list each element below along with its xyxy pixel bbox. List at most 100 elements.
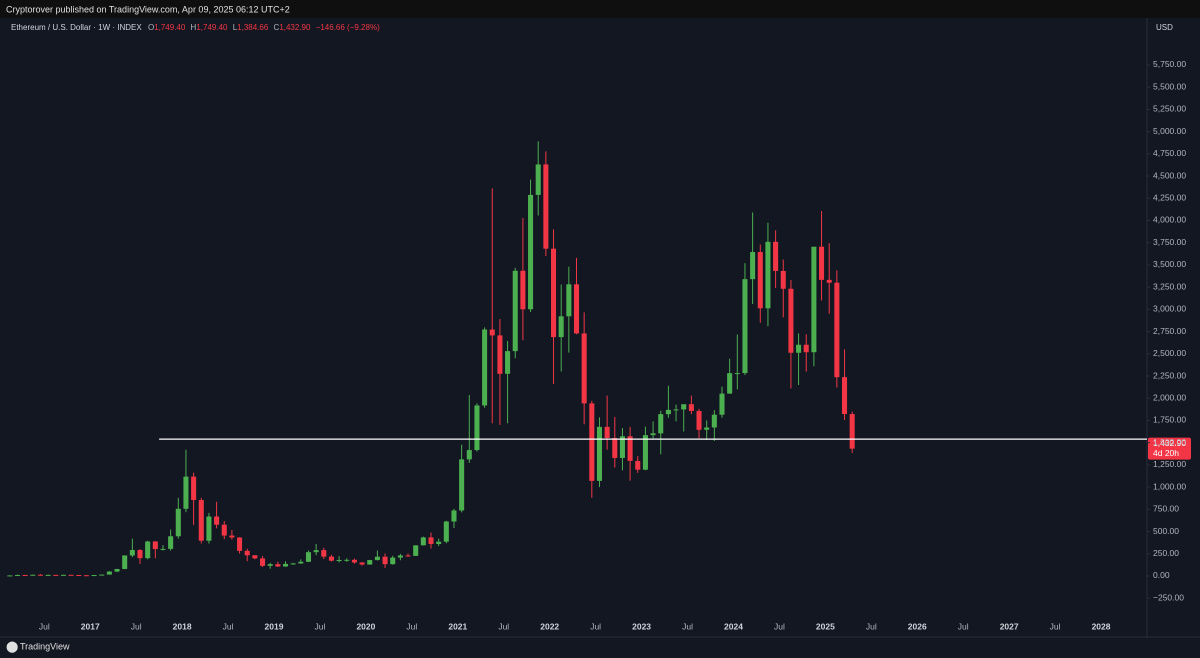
x-tick-label: Jul <box>131 621 142 631</box>
x-tick-label: Jul <box>958 621 969 631</box>
candle-body <box>282 563 289 567</box>
candle-body <box>214 516 220 525</box>
y-tick-label: 0.00 <box>1153 570 1170 580</box>
candle-body <box>803 344 809 353</box>
ohlc-label: L <box>233 23 238 32</box>
currency-label: USD <box>1156 23 1173 32</box>
x-tick-label: Jul <box>498 621 509 631</box>
y-tick-label: 1,750.00 <box>1153 415 1186 425</box>
candle-body <box>390 557 396 565</box>
candle-body <box>474 405 480 451</box>
candle-body <box>183 476 189 509</box>
y-tick-label: 4,000.00 <box>1153 215 1186 225</box>
candle-body <box>627 436 633 461</box>
candle-body <box>673 409 679 411</box>
ohlc-label: H <box>191 23 197 32</box>
candle-body <box>175 508 181 537</box>
candle-body <box>252 555 258 559</box>
candle-body <box>198 500 204 541</box>
candle-body <box>405 555 411 557</box>
y-tick-label: 2,250.00 <box>1153 370 1186 380</box>
x-tick-label: Jul <box>866 621 877 631</box>
candle-body <box>696 410 702 430</box>
candle-body <box>497 335 503 374</box>
candle-body <box>367 560 373 565</box>
candle-body <box>420 537 426 546</box>
ohlc-value: 1,749.40 <box>196 23 228 32</box>
candle-body <box>99 574 105 576</box>
candle-body <box>275 564 281 567</box>
candle-body <box>7 575 13 577</box>
candle-body <box>221 524 227 536</box>
candle-body <box>566 284 572 317</box>
candle-body <box>413 545 419 556</box>
y-tick-label: 1,250.00 <box>1153 459 1186 469</box>
candle-body <box>397 555 403 558</box>
publisher-line: Cryptorover published on TradingView.com… <box>6 4 290 14</box>
candle-body <box>796 344 802 353</box>
x-tick-label: 2020 <box>356 621 375 631</box>
ohlc-value: 1,432.90 <box>279 23 311 32</box>
candle-body <box>191 476 197 501</box>
ohlc-value: 1,749.40 <box>154 23 186 32</box>
ohlc-label: C <box>274 23 280 32</box>
candle-body <box>114 568 120 572</box>
x-tick-label: Jul <box>1050 621 1061 631</box>
candle-body <box>558 316 564 338</box>
candle-body <box>520 270 526 310</box>
candle-body <box>229 535 235 538</box>
x-tick-label: 2018 <box>173 621 192 631</box>
y-tick-label: 4,500.00 <box>1153 170 1186 180</box>
x-tick-label: Jul <box>590 621 601 631</box>
candle-body <box>765 241 771 309</box>
logo-mark: ⬤ <box>6 641 18 653</box>
x-tick-label: Jul <box>774 621 785 631</box>
candle-body <box>849 414 855 449</box>
x-tick-label: 2026 <box>908 621 927 631</box>
x-tick-label: Jul <box>682 621 693 631</box>
y-tick-label: 1,500.00 <box>1153 437 1186 447</box>
x-tick-label: 2017 <box>81 621 100 631</box>
candle-body <box>528 194 534 310</box>
candle-body <box>704 427 710 430</box>
candle-body <box>681 404 687 410</box>
y-tick-label: 750.00 <box>1153 504 1179 514</box>
change: −146.66 (−9.28%) <box>316 23 380 32</box>
brand: TradingView <box>20 641 70 651</box>
candle-body <box>428 537 434 544</box>
y-tick-label: 4,250.00 <box>1153 193 1186 203</box>
y-tick-label: 2,500.00 <box>1153 348 1186 358</box>
candle-body <box>535 164 541 195</box>
candle-body <box>650 433 656 436</box>
candle-body <box>37 574 43 576</box>
x-tick-label: Jul <box>315 621 326 631</box>
candle-body <box>466 450 472 460</box>
x-tick-label: 2023 <box>632 621 651 631</box>
candle-body <box>336 559 342 561</box>
candle-body <box>106 571 112 575</box>
y-tick-label: 2,000.00 <box>1153 392 1186 402</box>
candle-body <box>137 550 143 559</box>
candle-body <box>122 555 128 569</box>
candle-body <box>819 246 825 280</box>
x-tick-label: Jul <box>223 621 234 631</box>
last-price-box <box>1148 437 1191 460</box>
y-tick-label: 500.00 <box>1153 526 1179 536</box>
candle-body <box>351 559 357 563</box>
candle-body <box>313 550 319 553</box>
candle-body <box>573 284 580 334</box>
x-tick-label: 2025 <box>816 621 835 631</box>
candle-body <box>550 248 557 338</box>
symbol-title: Ethereum / U.S. Dollar · 1W · INDEX <box>11 23 142 32</box>
candle-body <box>459 459 465 511</box>
candle-body <box>168 536 174 549</box>
x-tick-label: 2019 <box>265 621 284 631</box>
candle-body <box>14 574 21 576</box>
candle-body <box>290 563 296 565</box>
y-tick-label: 2,750.00 <box>1153 326 1186 336</box>
y-tick-label: 5,000.00 <box>1153 126 1186 136</box>
candle-body <box>68 574 74 576</box>
